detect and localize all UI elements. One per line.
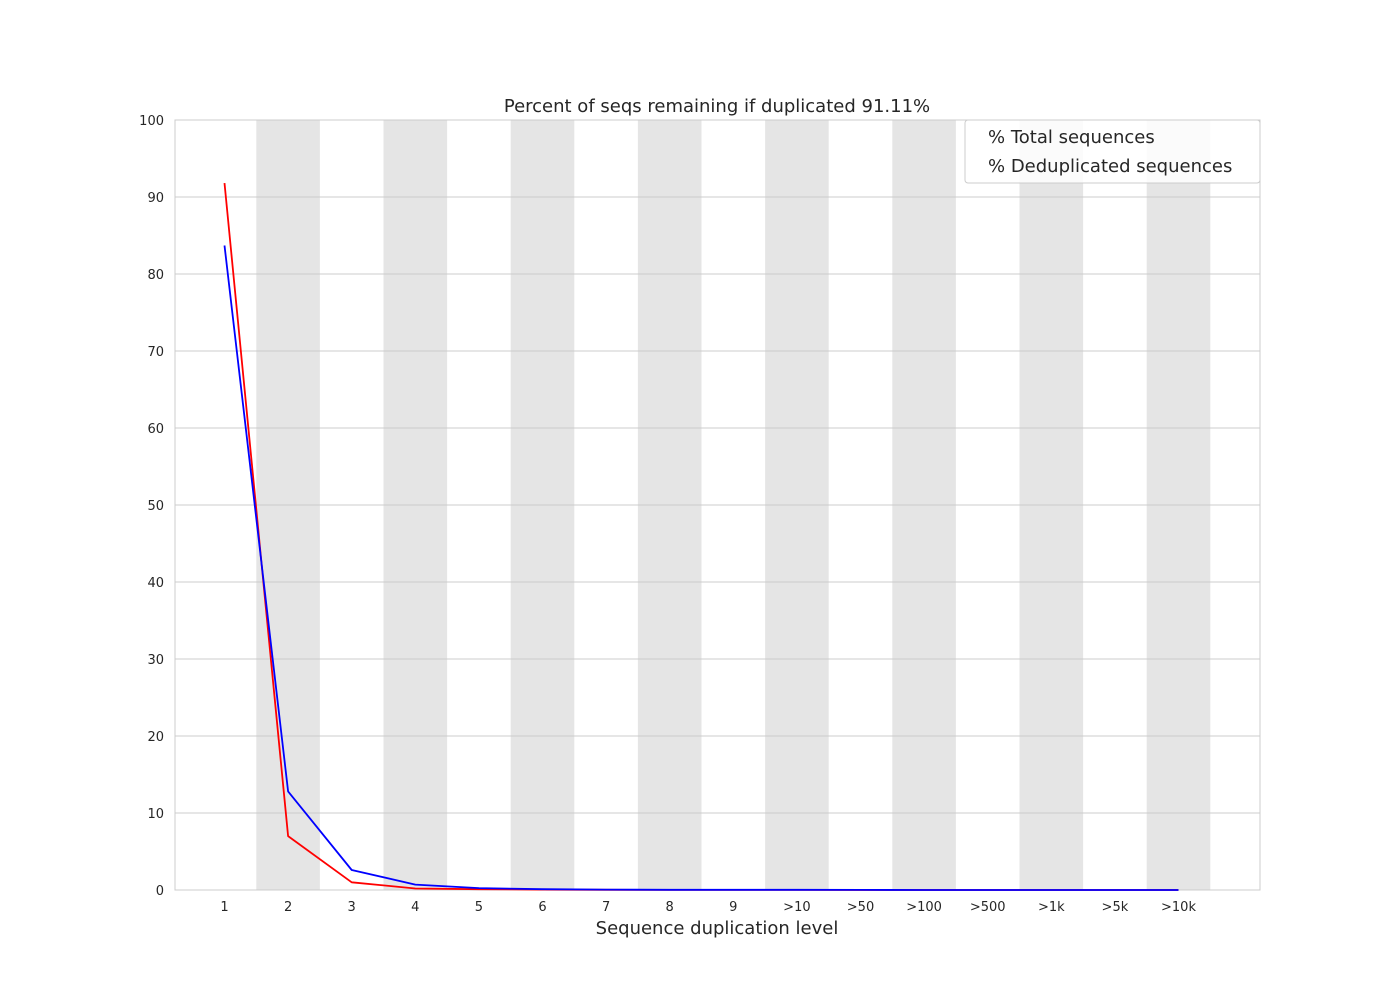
y-tick-label: 50: [147, 499, 164, 514]
y-tick-label: 10: [147, 807, 164, 822]
x-tick-label: >1k: [1038, 900, 1065, 915]
x-tick-labels: 1 2 3 4 5 6 7 8 9 >10 >50 >100 >500 >1k >5k >10k: [220, 900, 1196, 915]
x-tick-label: 9: [729, 900, 737, 915]
x-tick-label: 4: [411, 900, 419, 915]
y-tick-label: 90: [147, 191, 164, 206]
x-tick-label: >100: [906, 900, 942, 915]
legend-box: [964, 119, 1261, 184]
x-tick-label: 1: [220, 900, 228, 915]
series-lines: [223, 183, 1179, 891]
y-tick-label: 100: [139, 114, 164, 129]
y-tick-label: 60: [147, 422, 164, 437]
legend: % Total sequences % Deduplicated sequenc…: [964, 119, 1261, 184]
y-tick-label: 30: [147, 653, 164, 668]
x-tick-label: 3: [348, 900, 356, 915]
chart-title: Percent of seqs remaining if duplicated …: [504, 96, 930, 117]
legend-label-total: % Total sequences: [988, 127, 1155, 148]
y-tick-label: 80: [147, 268, 164, 283]
legend-label-deduplicated: % Deduplicated sequences: [988, 156, 1232, 177]
series-line-deduplicated: [223, 245, 1179, 891]
x-tick-label: >5k: [1102, 900, 1129, 915]
x-tick-label: 5: [475, 900, 483, 915]
x-tick-label: >10k: [1161, 900, 1196, 915]
x-tick-label: 6: [538, 900, 546, 915]
gridlines: [175, 119, 1260, 891]
x-tick-label: 7: [602, 900, 610, 915]
y-tick-label: 20: [147, 730, 164, 745]
y-tick-label: 0: [156, 884, 164, 899]
x-axis-title: Sequence duplication level: [596, 918, 839, 939]
y-tick-label: 70: [147, 345, 164, 360]
x-tick-label: >10: [783, 900, 810, 915]
x-tick-label: 2: [284, 900, 292, 915]
y-tick-labels: 0 10 20 30 40 50 60 70 80 90 100: [139, 114, 164, 899]
x-tick-label: >500: [970, 900, 1006, 915]
y-tick-label: 40: [147, 576, 164, 591]
x-tick-label: >50: [847, 900, 874, 915]
x-tick-label: 8: [666, 900, 674, 915]
